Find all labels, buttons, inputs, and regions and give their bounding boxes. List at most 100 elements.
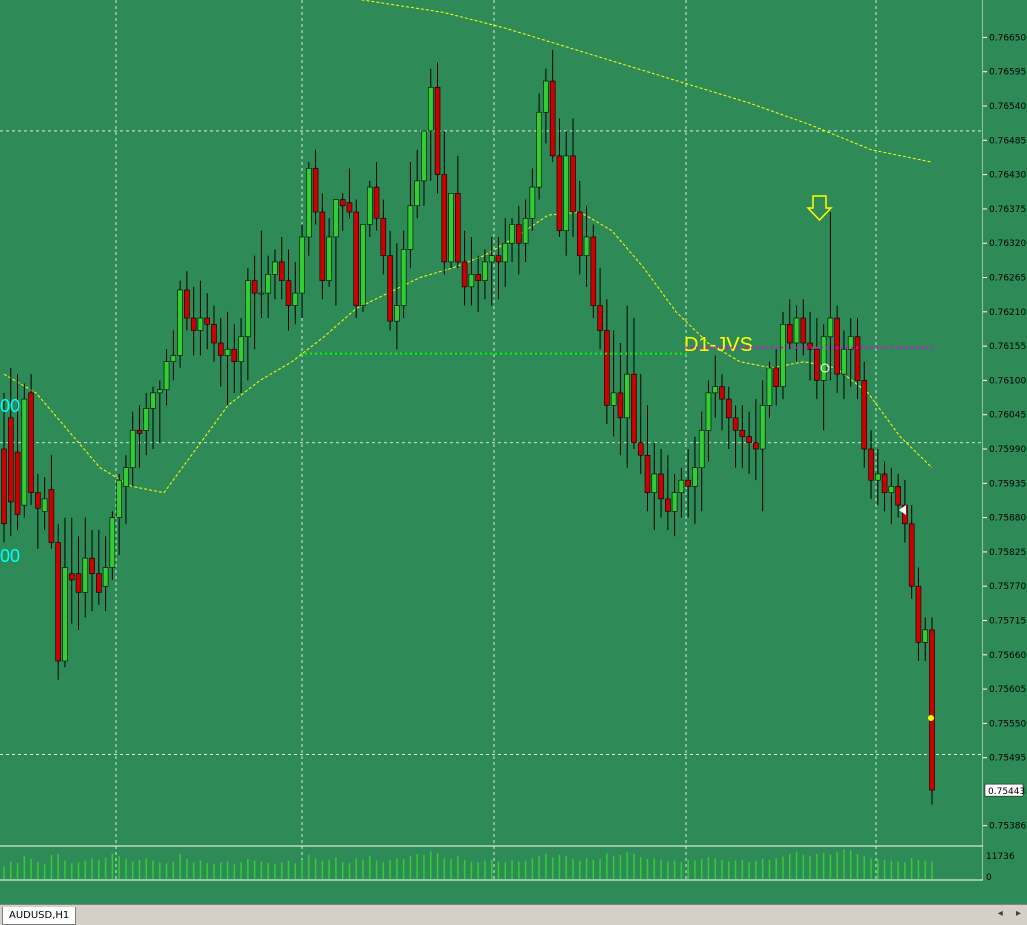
volume-max-label: 11736 bbox=[986, 852, 1015, 862]
price-tick-label: 0.76375 bbox=[989, 205, 1026, 215]
price-dot-marker bbox=[928, 715, 934, 721]
candle-layer bbox=[1, 49, 935, 805]
candle-body bbox=[204, 317, 211, 325]
moving-average-layer bbox=[3, 0, 933, 494]
price-tick-label: 0.75495 bbox=[989, 754, 1026, 764]
candle-body bbox=[441, 174, 448, 263]
candle-body bbox=[102, 567, 109, 587]
candle-body bbox=[543, 80, 549, 113]
price-tick-label: 0.75770 bbox=[989, 582, 1026, 592]
candle-body bbox=[217, 342, 224, 356]
candle-body bbox=[353, 211, 360, 306]
price-tick-label: 0.75660 bbox=[989, 651, 1026, 661]
price-tick-label: 0.76540 bbox=[989, 102, 1026, 112]
price-tick-label: 0.75990 bbox=[989, 445, 1026, 455]
candle-body bbox=[915, 585, 922, 643]
candle-body bbox=[96, 573, 102, 593]
candle-body bbox=[522, 217, 529, 244]
price-tick-label: 0.76265 bbox=[989, 274, 1026, 284]
candle-body bbox=[184, 289, 190, 319]
candle-body bbox=[922, 629, 929, 643]
candle-body bbox=[549, 80, 556, 157]
candle-body bbox=[712, 386, 719, 394]
candle-body bbox=[312, 168, 319, 213]
candle-body bbox=[258, 292, 265, 295]
candle-body bbox=[888, 486, 895, 493]
candle-body bbox=[841, 348, 847, 375]
down-arrow-icon bbox=[806, 195, 833, 222]
chart-tabs-bar: AUDUSD,H1 ◂ ▸ bbox=[0, 904, 1027, 925]
fast-moving-average-line bbox=[3, 211, 933, 494]
candle-body bbox=[319, 211, 326, 281]
candle-body bbox=[753, 442, 759, 450]
candle-body bbox=[427, 87, 434, 132]
candle-body bbox=[895, 486, 901, 506]
candle-body bbox=[637, 442, 644, 456]
candle-body bbox=[68, 573, 75, 581]
candle-body bbox=[306, 168, 312, 238]
candle-body bbox=[55, 542, 61, 662]
candle-body bbox=[692, 467, 698, 487]
current-price-box bbox=[984, 783, 1024, 797]
tab-audusd-h1[interactable]: AUDUSD,H1 bbox=[2, 907, 77, 925]
candle-body bbox=[265, 274, 271, 294]
candle-body bbox=[197, 317, 204, 331]
price-tick-label: 0.75825 bbox=[989, 548, 1026, 558]
price-tick-label: 0.75715 bbox=[989, 616, 1026, 626]
candle-body bbox=[366, 186, 373, 225]
candle-body bbox=[698, 429, 705, 469]
candle-body bbox=[177, 289, 183, 356]
candle-body bbox=[759, 405, 766, 450]
candle-body bbox=[536, 111, 542, 188]
price-tick-label: 0.75935 bbox=[989, 479, 1026, 489]
candle-body bbox=[610, 392, 617, 406]
candle-body bbox=[881, 473, 888, 493]
candle-body bbox=[231, 348, 238, 362]
candle-body bbox=[434, 87, 441, 175]
scroll-right-icon[interactable]: ▸ bbox=[1015, 908, 1021, 919]
candle-body bbox=[739, 429, 746, 437]
scroll-left-icon[interactable]: ◂ bbox=[997, 908, 1003, 919]
candle-body bbox=[746, 436, 752, 444]
grid-layer bbox=[0, 0, 983, 880]
candle-body bbox=[875, 473, 881, 481]
candle-body bbox=[245, 280, 251, 338]
candle-body bbox=[834, 317, 840, 375]
candle-body bbox=[89, 557, 95, 575]
price-tick-label: 0.75550 bbox=[989, 719, 1026, 729]
cross-marker-icon bbox=[820, 363, 830, 373]
candle-body bbox=[285, 280, 292, 306]
price-tick-label: 0.76210 bbox=[989, 308, 1026, 318]
candle-body bbox=[570, 155, 576, 213]
candle-body bbox=[563, 155, 570, 232]
price-chart[interactable]: 25 Mar 11:0025 Mar 19:0026 Mar 03:0026 M… bbox=[0, 0, 1027, 904]
candle-body bbox=[28, 392, 34, 493]
candle-body bbox=[814, 348, 820, 381]
d1-jvs-label: D1-JVS bbox=[684, 334, 753, 356]
price-tick-label: 0.76045 bbox=[989, 411, 1026, 421]
volume-layer bbox=[3, 849, 933, 879]
price-tick-label: 0.76650 bbox=[989, 33, 1026, 43]
candle-body bbox=[35, 492, 41, 509]
candle-body bbox=[1, 448, 7, 525]
candle-body bbox=[908, 523, 915, 587]
candle-body bbox=[793, 317, 800, 344]
candle-body bbox=[482, 261, 488, 281]
candle-body bbox=[624, 373, 630, 419]
candle-body bbox=[163, 361, 170, 391]
candle-body bbox=[251, 280, 258, 294]
candle-body bbox=[651, 473, 658, 493]
candle-body bbox=[333, 199, 339, 238]
candle-body bbox=[705, 392, 712, 431]
price-tick-label: 0.75880 bbox=[989, 514, 1026, 524]
candle-body bbox=[448, 193, 454, 263]
candle-body bbox=[7, 417, 14, 503]
tab-scroll-arrows: ◂ ▸ bbox=[988, 908, 1021, 919]
candle-body bbox=[631, 373, 637, 444]
candle-body bbox=[461, 261, 468, 288]
candle-body bbox=[685, 479, 691, 487]
candle-body bbox=[109, 517, 116, 568]
candle-body bbox=[854, 336, 861, 381]
candle-body bbox=[238, 336, 244, 362]
time-axis-background bbox=[0, 881, 983, 904]
